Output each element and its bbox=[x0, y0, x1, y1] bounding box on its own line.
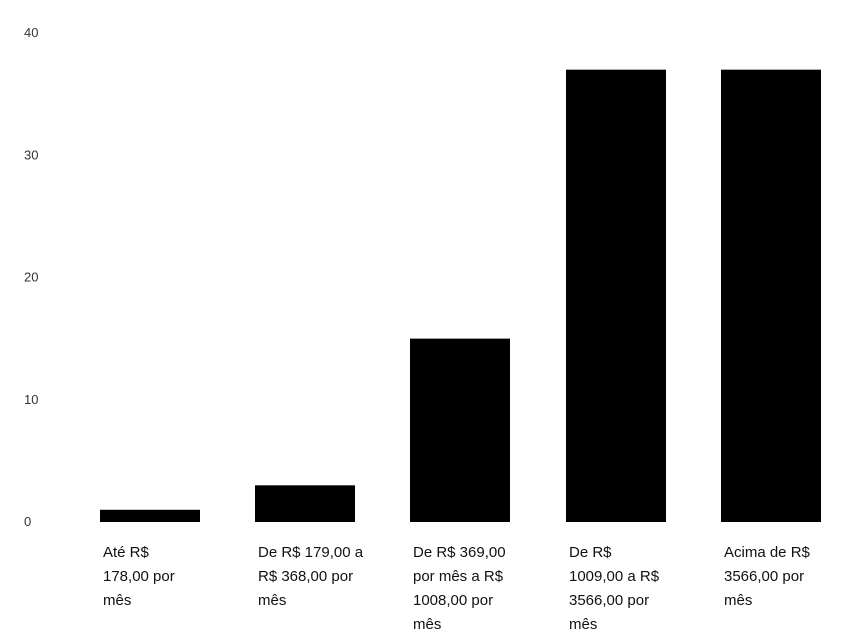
x-category-label-line: por mês a R$ bbox=[413, 568, 504, 585]
x-category-label: Até R$ 178,00 por mês bbox=[103, 544, 175, 609]
x-category-label-line: Acima de R$ bbox=[724, 544, 811, 561]
y-tick-label: 30 bbox=[24, 147, 38, 162]
bar bbox=[721, 69, 821, 523]
x-category-label-line: mês bbox=[724, 592, 752, 609]
x-category-label-line: mês bbox=[258, 592, 286, 609]
x-category-label-line: 3566,00 por bbox=[724, 568, 804, 585]
bar bbox=[100, 509, 200, 522]
x-category-label-line: Até R$ bbox=[103, 544, 150, 561]
x-category-label-line: mês bbox=[569, 616, 597, 633]
bars bbox=[100, 69, 821, 523]
bar bbox=[410, 338, 510, 522]
x-category-label-line: 1008,00 por bbox=[413, 592, 493, 609]
y-tick-label: 10 bbox=[24, 392, 38, 407]
x-category-label-line: 178,00 por bbox=[103, 568, 175, 585]
x-category-label-line: 3566,00 por bbox=[569, 592, 649, 609]
y-axis: 0 10 20 30 40 bbox=[24, 25, 38, 529]
x-category-label-line: R$ 368,00 por bbox=[258, 568, 353, 585]
x-category-label-line: De R$ 369,00 bbox=[413, 544, 506, 561]
y-tick-label: 20 bbox=[24, 270, 38, 285]
x-category-label: Acima de R$ 3566,00 por mês bbox=[724, 544, 811, 609]
bar bbox=[566, 69, 666, 523]
x-category-label-line: De R$ 179,00 a bbox=[258, 544, 364, 561]
x-category-label-line: De R$ bbox=[569, 544, 612, 561]
x-category-label: De R$ 1009,00 a R$ 3566,00 por mês bbox=[569, 544, 660, 633]
x-category-label-line: 1009,00 a R$ bbox=[569, 568, 660, 585]
x-category-label: De R$ 369,00 por mês a R$ 1008,00 por mês bbox=[413, 544, 506, 633]
x-category-label-line: mês bbox=[103, 592, 131, 609]
x-axis-labels: Até R$ 178,00 por mês De R$ 179,00 a R$ 368,… bbox=[103, 544, 811, 633]
x-category-label-line: mês bbox=[413, 616, 441, 633]
y-tick-label: 0 bbox=[24, 514, 31, 529]
y-tick-label: 40 bbox=[24, 25, 38, 40]
bar bbox=[255, 485, 355, 522]
x-category-label: De R$ 179,00 a R$ 368,00 por mês bbox=[258, 544, 364, 609]
